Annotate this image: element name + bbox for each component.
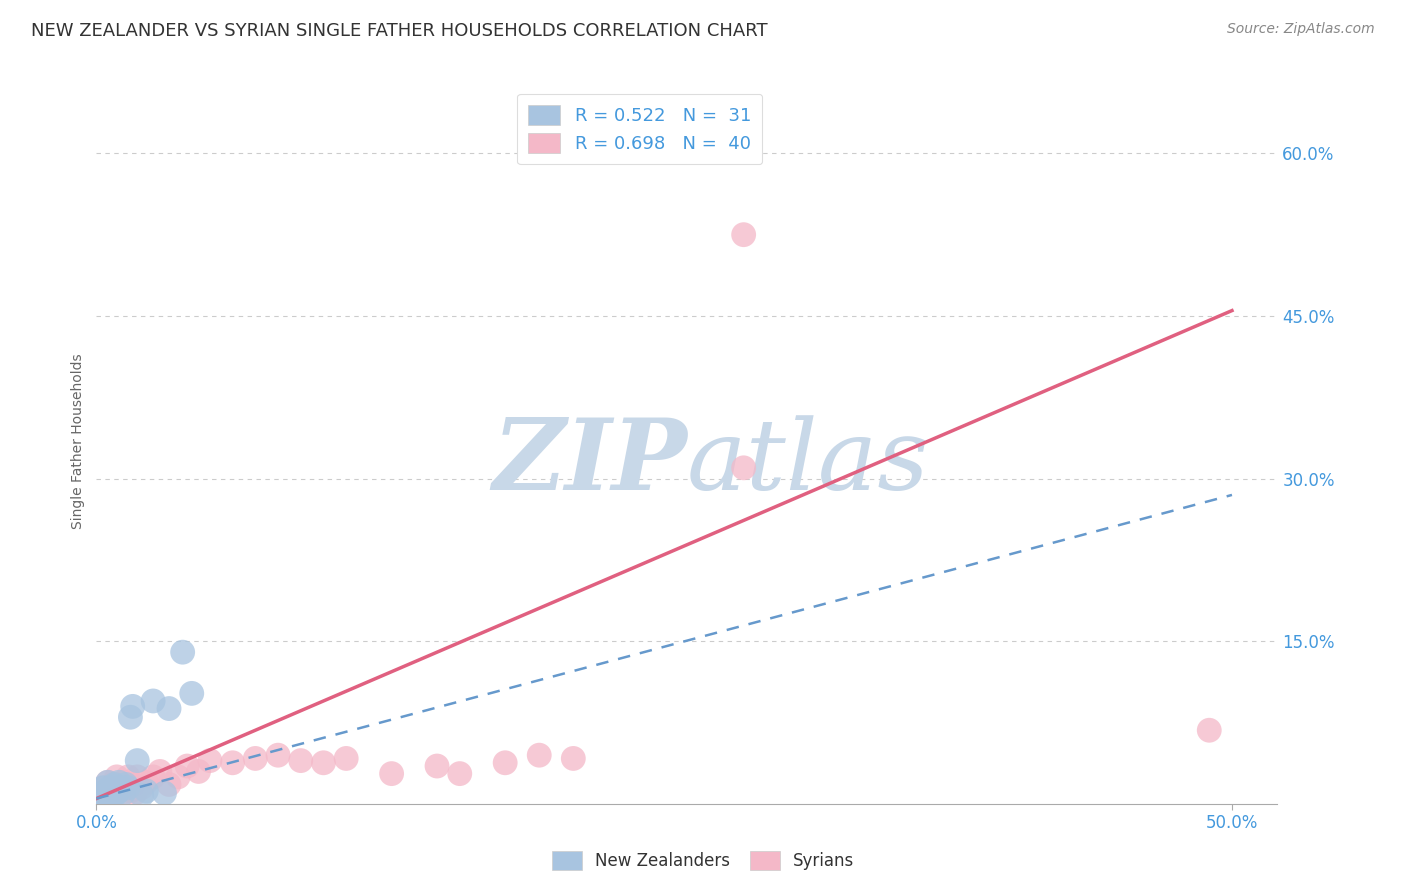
Point [172, 645, 194, 659]
Legend: New Zealanders, Syrians: New Zealanders, Syrians [546, 844, 860, 877]
Point [157, 777, 180, 791]
Legend: R = 0.522   N =  31, R = 0.698   N =  40: R = 0.522 N = 31, R = 0.698 N = 40 [517, 94, 762, 164]
Text: ZIP: ZIP [492, 414, 688, 511]
Text: NEW ZEALANDER VS SYRIAN SINGLE FATHER HOUSEHOLDS CORRELATION CHART: NEW ZEALANDER VS SYRIAN SINGLE FATHER HO… [31, 22, 768, 40]
Point [135, 775, 157, 789]
Point [101, 791, 124, 805]
Point [91, 786, 114, 800]
Text: atlas: atlas [688, 415, 929, 510]
Point [97, 789, 120, 803]
Point [1198, 723, 1220, 738]
Point [115, 777, 138, 791]
Point [312, 756, 335, 770]
Point [127, 754, 149, 768]
Point [112, 775, 135, 789]
Point [426, 759, 449, 773]
Point [94, 780, 117, 795]
Point [94, 784, 117, 798]
Point [90, 789, 112, 803]
Point [101, 777, 124, 791]
Point [103, 784, 125, 798]
Point [103, 786, 125, 800]
Point [245, 751, 267, 765]
Point [120, 784, 142, 798]
Point [176, 759, 198, 773]
Point [449, 766, 471, 780]
Point [529, 748, 551, 763]
Point [127, 770, 149, 784]
Point [108, 775, 131, 789]
Point [562, 751, 585, 765]
Point [153, 786, 176, 800]
Point [142, 694, 165, 708]
Point [87, 791, 110, 805]
Point [112, 786, 135, 800]
Point [98, 786, 121, 800]
Point [187, 764, 209, 779]
Point [108, 784, 131, 798]
Point [221, 756, 243, 770]
Point [121, 699, 143, 714]
Point [98, 780, 121, 795]
Point [105, 770, 128, 784]
Point [115, 780, 138, 795]
Point [733, 227, 755, 242]
Point [135, 784, 157, 798]
Text: Source: ZipAtlas.com: Source: ZipAtlas.com [1227, 22, 1375, 37]
Point [120, 710, 142, 724]
Point [121, 777, 143, 791]
Point [110, 786, 132, 800]
Point [124, 786, 146, 800]
Point [733, 460, 755, 475]
Point [97, 775, 120, 789]
Point [131, 780, 153, 795]
Point [131, 789, 153, 803]
Point [90, 786, 112, 800]
Point [110, 780, 132, 795]
Point [87, 791, 110, 805]
Point [105, 786, 128, 800]
Point [91, 784, 114, 798]
Point [267, 748, 290, 763]
Point [335, 751, 357, 765]
Point [157, 701, 180, 715]
Point [290, 754, 312, 768]
Point [180, 686, 202, 700]
Point [98, 784, 121, 798]
Point [117, 780, 139, 795]
Point [94, 791, 117, 805]
Point [101, 786, 124, 800]
Y-axis label: Single Father Households: Single Father Households [72, 353, 86, 529]
Point [117, 770, 139, 784]
Point [103, 777, 125, 791]
Point [142, 770, 165, 784]
Point [108, 780, 131, 795]
Point [494, 756, 516, 770]
Point [91, 780, 114, 795]
Point [381, 766, 404, 780]
Point [198, 754, 221, 768]
Point [167, 770, 190, 784]
Point [149, 764, 172, 779]
Point [97, 775, 120, 789]
Point [97, 789, 120, 803]
